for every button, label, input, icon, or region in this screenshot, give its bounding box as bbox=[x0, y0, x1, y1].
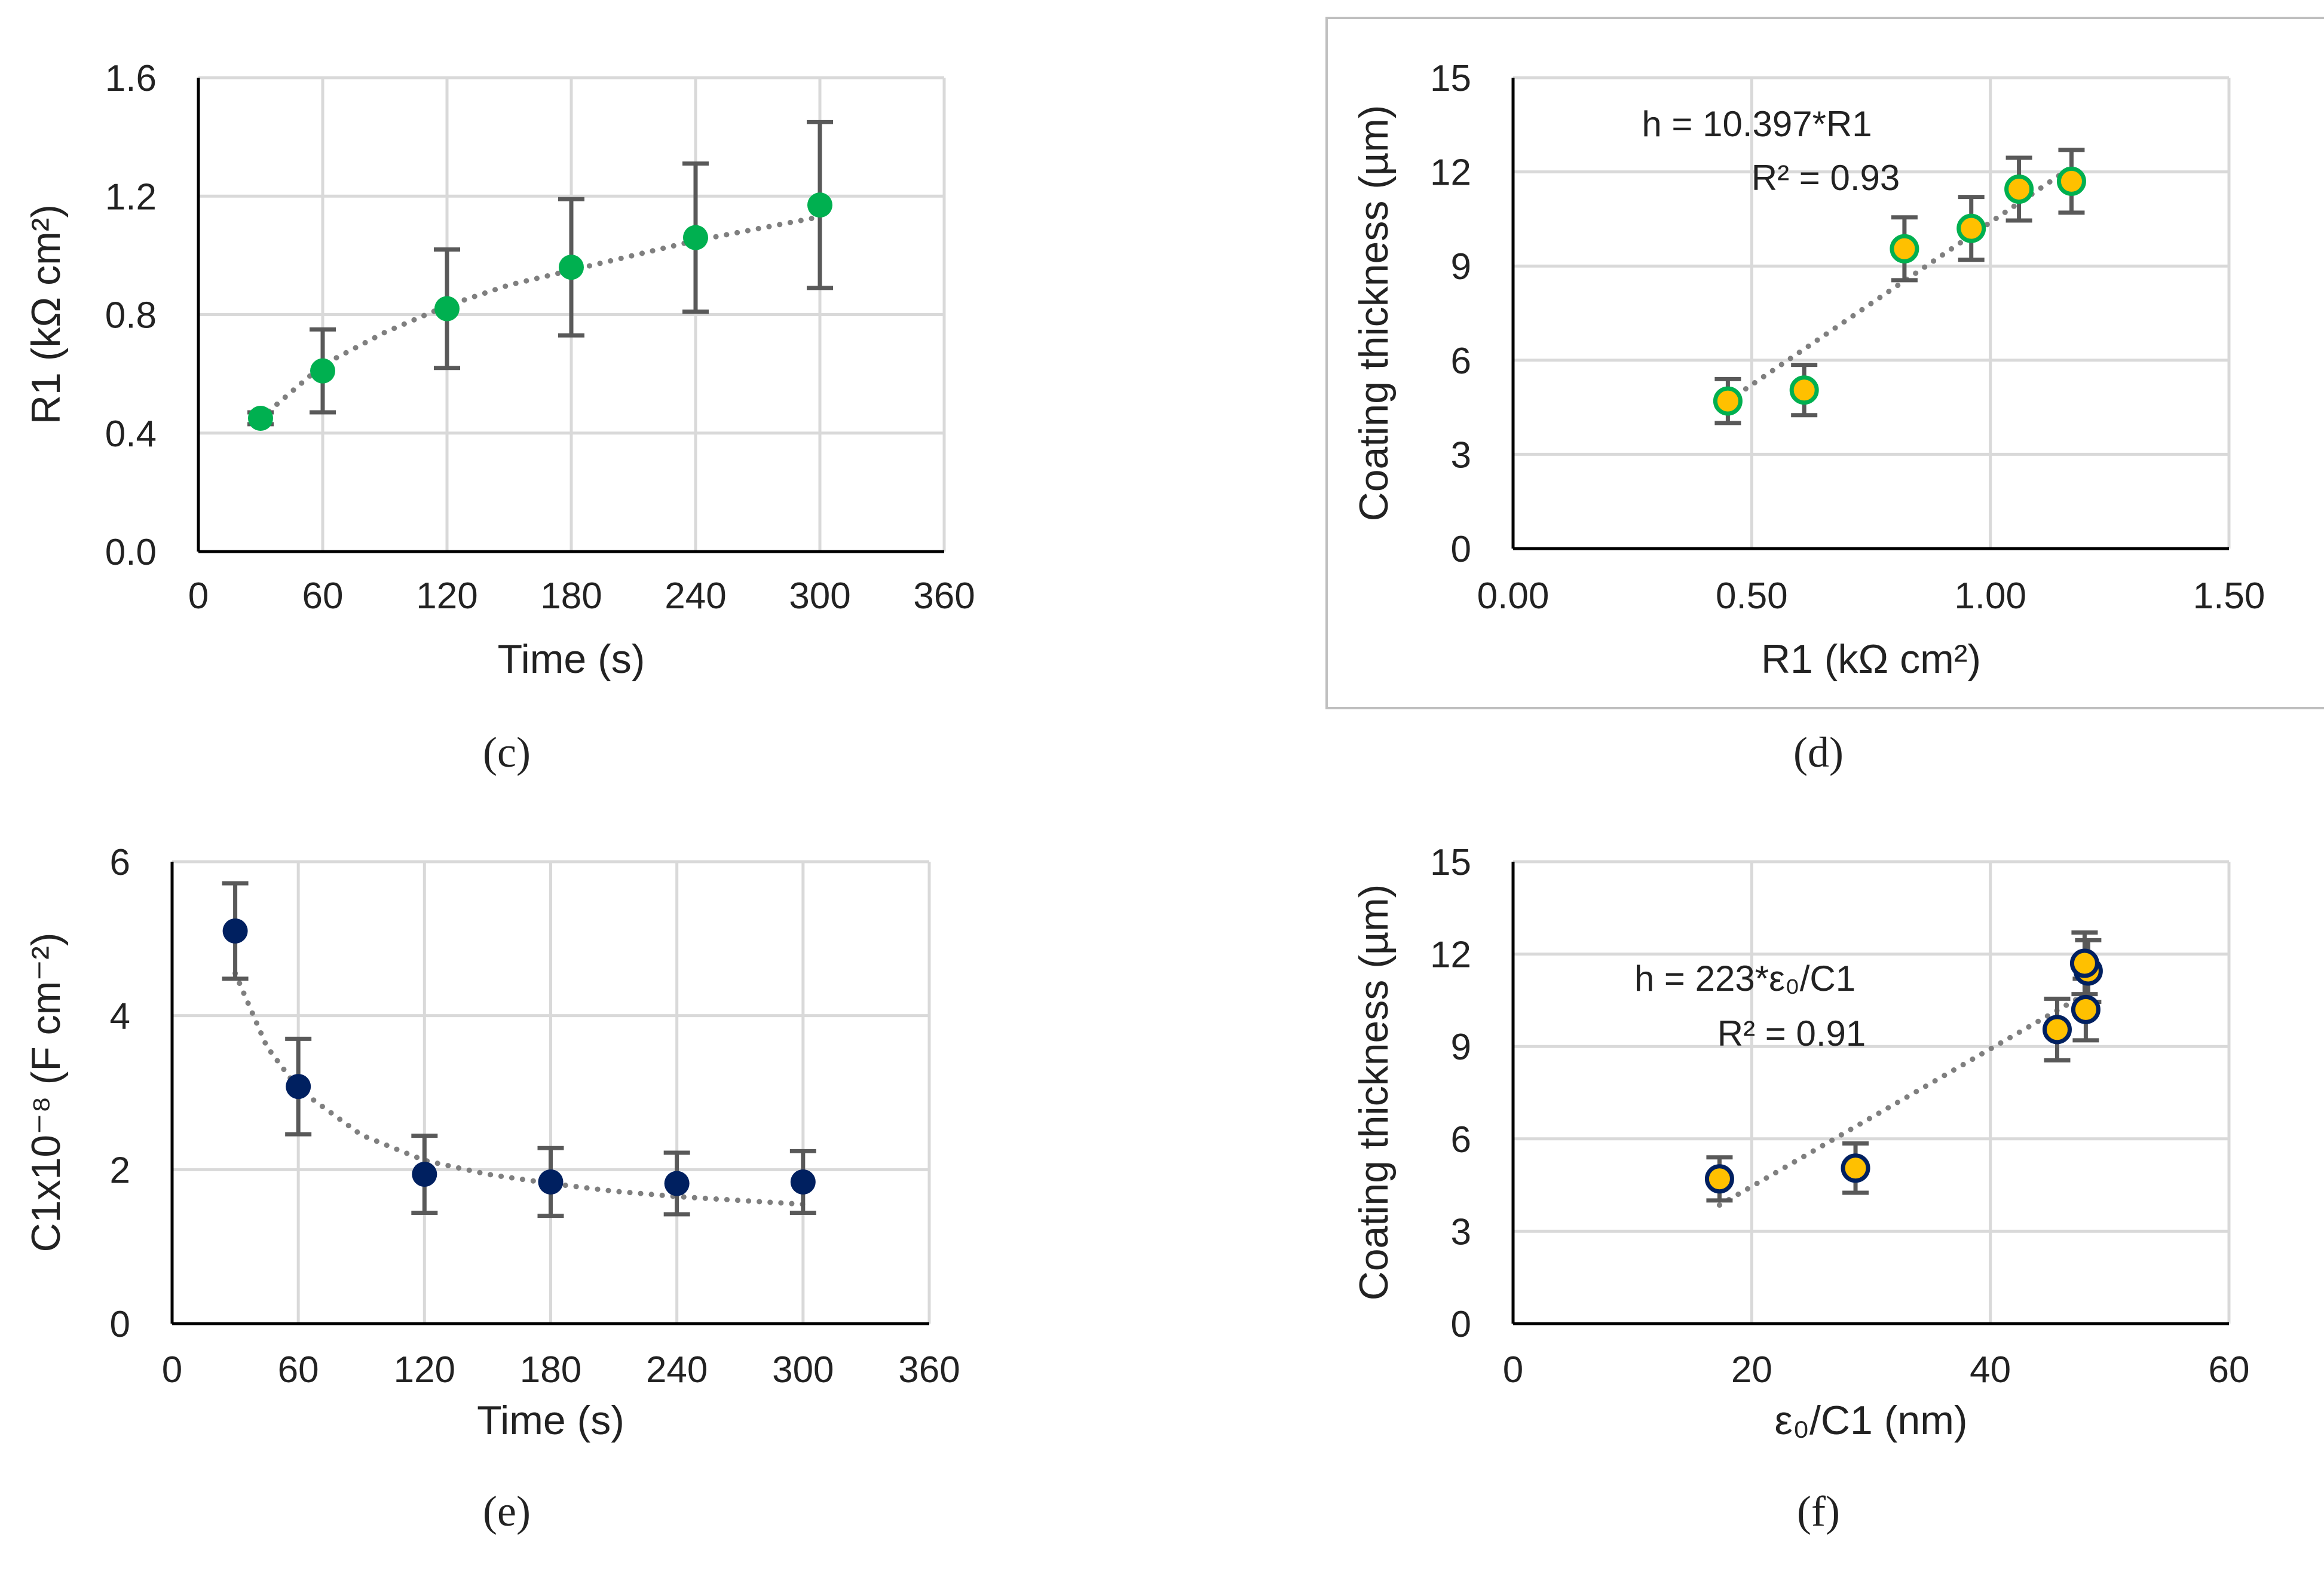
y-tick-label: 0 bbox=[1451, 1304, 1471, 1345]
data-point bbox=[2071, 994, 2101, 1024]
chart-c: 0 60 120 180 240 300 360 0.0 0.4 0.8 1.2 1.6 Time (s… bbox=[23, 58, 975, 776]
chart-frame bbox=[1325, 17, 2324, 709]
trendline bbox=[1725, 164, 2074, 404]
y-tick-label: 1.2 bbox=[105, 176, 157, 218]
x-tick-label: 0 bbox=[1503, 1349, 1523, 1391]
x-tick-label: 240 bbox=[646, 1349, 708, 1391]
y-tick-label: 6 bbox=[1451, 341, 1471, 382]
trend-r-squared: R² = 0.91 bbox=[1717, 1013, 1866, 1054]
data-point bbox=[538, 1169, 564, 1195]
trend-equation: h = 10.397*R1 bbox=[1642, 104, 1872, 144]
x-tick-label: 60 bbox=[278, 1349, 319, 1391]
data-point bbox=[1890, 234, 1919, 264]
x-tick-label: 300 bbox=[772, 1349, 834, 1391]
data-point bbox=[1956, 213, 1986, 243]
x-axis-title: R1 (kΩ cm²) bbox=[1761, 636, 1981, 682]
x-tick-label: 0.00 bbox=[1477, 575, 1550, 617]
y-tick-label: 4 bbox=[110, 996, 130, 1037]
y-tick-label: 12 bbox=[1430, 935, 1471, 976]
trend-r-squared: R² = 0.93 bbox=[1752, 158, 1900, 198]
data-point bbox=[664, 1171, 690, 1196]
data-point bbox=[222, 918, 248, 944]
panel-label: (f) bbox=[1797, 1487, 1840, 1535]
panel-label: (c) bbox=[483, 728, 531, 776]
data-point bbox=[248, 405, 273, 431]
data-point bbox=[310, 358, 335, 384]
y-tick-label: 15 bbox=[1430, 58, 1471, 99]
data-point bbox=[2069, 948, 2099, 978]
x-tick-label: 360 bbox=[913, 575, 975, 617]
y-axis-title: R1 (kΩ cm²) bbox=[23, 204, 69, 424]
data-point bbox=[2004, 174, 2034, 204]
y-tick-label: 9 bbox=[1451, 246, 1471, 287]
x-tick-label: 360 bbox=[898, 1349, 960, 1391]
data-point bbox=[807, 192, 832, 218]
y-tick-label: 12 bbox=[1430, 152, 1471, 194]
trendline bbox=[258, 214, 823, 421]
y-tick-label: 1.6 bbox=[105, 58, 157, 99]
data-point bbox=[683, 225, 708, 250]
data-point bbox=[1841, 1153, 1870, 1183]
y-tick-label: 3 bbox=[1451, 1211, 1471, 1253]
x-tick-label: 40 bbox=[1970, 1349, 2011, 1391]
y-axis-title: C1x10⁻⁸ (F cm⁻²) bbox=[23, 933, 69, 1253]
y-tick-label: 6 bbox=[1451, 1119, 1471, 1160]
x-tick-label: 300 bbox=[789, 575, 850, 617]
y-axis-title: Coating thickness (µm) bbox=[1351, 105, 1397, 522]
y-tick-label: 15 bbox=[1430, 842, 1471, 883]
data-point bbox=[1713, 386, 1743, 416]
x-axis-title: Time (s) bbox=[498, 636, 645, 682]
data-point bbox=[790, 1169, 816, 1195]
y-tick-label: 3 bbox=[1451, 434, 1471, 476]
x-tick-label: 0 bbox=[188, 575, 209, 617]
data-point bbox=[434, 296, 460, 321]
chart-d: 0.00 0.50 1.00 1.50 0 3 6 9 12 15 R1 (kΩ cm²) Coati… bbox=[1325, 17, 2324, 776]
data-point bbox=[2042, 1015, 2072, 1045]
x-tick-label: 240 bbox=[665, 575, 726, 617]
x-tick-label: 180 bbox=[520, 1349, 581, 1391]
panel-label: (e) bbox=[483, 1487, 531, 1535]
y-axis-title: Coating thickness (µm) bbox=[1351, 884, 1397, 1301]
x-tick-label: 1.50 bbox=[2193, 575, 2265, 617]
x-tick-label: 1.00 bbox=[1954, 575, 2026, 617]
trend-equation: h = 223*ε₀/C1 bbox=[1634, 959, 1855, 999]
chart-e: 0 60 120 180 240 300 360 0 2 4 6 Time (s) C1x10⁻⁸ (F… bbox=[23, 842, 960, 1535]
chart-f: 0 20 40 60 0 3 6 9 12 15 ε₀/C1 (nm) Coating thickne… bbox=[1351, 842, 2249, 1535]
data-point bbox=[286, 1074, 311, 1100]
y-tick-label: 2 bbox=[110, 1150, 130, 1191]
y-tick-label: 9 bbox=[1451, 1027, 1471, 1068]
y-tick-label: 0 bbox=[110, 1304, 130, 1345]
x-axis-title: Time (s) bbox=[477, 1398, 624, 1443]
y-tick-label: 0.0 bbox=[105, 532, 157, 573]
data-point bbox=[2056, 166, 2086, 196]
x-tick-label: 20 bbox=[1731, 1349, 1772, 1391]
panel-label: (d) bbox=[1793, 728, 1844, 776]
x-tick-label: 0.50 bbox=[1716, 575, 1788, 617]
data-point bbox=[1704, 1164, 1734, 1194]
x-tick-label: 60 bbox=[302, 575, 344, 617]
x-tick-label: 180 bbox=[540, 575, 602, 617]
data-point bbox=[559, 255, 584, 280]
x-tick-label: 120 bbox=[416, 575, 477, 617]
x-tick-label: 0 bbox=[162, 1349, 182, 1391]
y-tick-label: 0.4 bbox=[105, 414, 157, 455]
y-tick-label: 0.8 bbox=[105, 295, 157, 336]
x-tick-label: 60 bbox=[2209, 1349, 2250, 1391]
y-tick-label: 6 bbox=[110, 842, 130, 883]
y-tick-label: 0 bbox=[1451, 529, 1471, 570]
data-point bbox=[412, 1162, 437, 1187]
x-axis-title: ε₀/C1 (nm) bbox=[1775, 1398, 1968, 1443]
data-point bbox=[1789, 375, 1819, 405]
trendline bbox=[1716, 990, 2091, 1208]
x-tick-label: 120 bbox=[394, 1349, 455, 1391]
